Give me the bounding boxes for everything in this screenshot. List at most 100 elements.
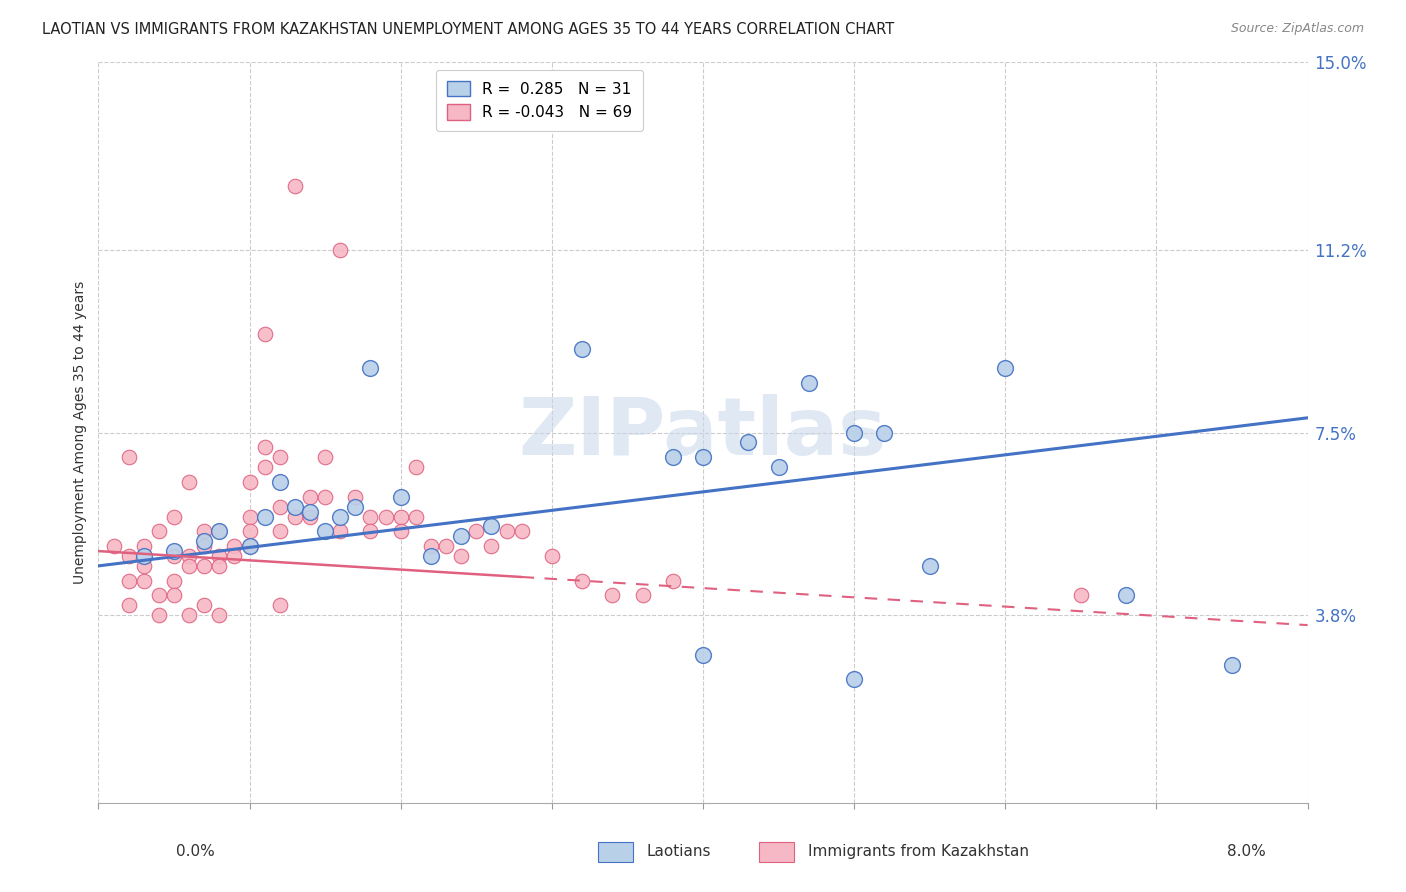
Point bbox=[163, 549, 186, 563]
Point bbox=[768, 460, 790, 475]
Point bbox=[239, 509, 262, 524]
Point bbox=[224, 539, 246, 553]
Point bbox=[148, 589, 170, 603]
Point bbox=[193, 524, 215, 539]
Point bbox=[314, 450, 336, 465]
Point bbox=[132, 574, 155, 588]
Text: 8.0%: 8.0% bbox=[1226, 845, 1265, 859]
Text: Laotians: Laotians bbox=[647, 845, 711, 859]
Point bbox=[571, 342, 593, 356]
Point bbox=[797, 376, 820, 391]
Point bbox=[481, 539, 503, 553]
Point bbox=[239, 539, 262, 553]
Point bbox=[132, 549, 155, 563]
Point bbox=[450, 529, 472, 543]
Point bbox=[208, 524, 231, 539]
Point bbox=[360, 361, 382, 376]
Point bbox=[495, 524, 517, 539]
Point bbox=[269, 450, 291, 465]
Point bbox=[193, 539, 215, 553]
Point bbox=[389, 509, 412, 524]
Point bbox=[163, 509, 186, 524]
Point bbox=[571, 574, 593, 588]
Point bbox=[360, 524, 382, 539]
Point bbox=[405, 460, 427, 475]
Point bbox=[269, 500, 291, 514]
Point bbox=[269, 599, 291, 613]
Point bbox=[179, 608, 201, 623]
Point bbox=[602, 589, 624, 603]
Point bbox=[269, 524, 291, 539]
Point bbox=[737, 435, 759, 450]
Point bbox=[692, 648, 714, 662]
Point bbox=[208, 608, 231, 623]
Point bbox=[314, 524, 336, 539]
Point bbox=[631, 589, 654, 603]
Point bbox=[420, 539, 443, 553]
Point bbox=[329, 509, 352, 524]
Point bbox=[284, 509, 307, 524]
Point bbox=[208, 549, 231, 563]
Point bbox=[1070, 589, 1092, 603]
Point bbox=[360, 509, 382, 524]
Point bbox=[224, 549, 246, 563]
Point bbox=[844, 673, 866, 687]
Point bbox=[239, 475, 262, 489]
Point bbox=[239, 524, 262, 539]
Point bbox=[344, 500, 367, 514]
Point bbox=[103, 539, 125, 553]
Point bbox=[994, 361, 1017, 376]
Point bbox=[208, 524, 231, 539]
Text: LAOTIAN VS IMMIGRANTS FROM KAZAKHSTAN UNEMPLOYMENT AMONG AGES 35 TO 44 YEARS COR: LAOTIAN VS IMMIGRANTS FROM KAZAKHSTAN UN… bbox=[42, 22, 894, 37]
Point bbox=[299, 505, 322, 519]
Point bbox=[208, 558, 231, 573]
Point bbox=[481, 519, 503, 533]
Point bbox=[374, 509, 396, 524]
Point bbox=[284, 178, 307, 193]
Point bbox=[299, 509, 322, 524]
Point bbox=[661, 450, 683, 465]
Point bbox=[253, 509, 276, 524]
Point bbox=[510, 524, 533, 539]
Text: ZIPatlas: ZIPatlas bbox=[519, 393, 887, 472]
Point bbox=[284, 500, 307, 514]
Legend: R =  0.285   N = 31, R = -0.043   N = 69: R = 0.285 N = 31, R = -0.043 N = 69 bbox=[436, 70, 643, 131]
Point bbox=[148, 524, 170, 539]
Point bbox=[132, 558, 155, 573]
Point bbox=[420, 549, 443, 563]
Point bbox=[329, 524, 352, 539]
Text: Source: ZipAtlas.com: Source: ZipAtlas.com bbox=[1230, 22, 1364, 36]
Point bbox=[1220, 657, 1243, 672]
Point bbox=[118, 549, 141, 563]
Point bbox=[405, 509, 427, 524]
Point bbox=[118, 574, 141, 588]
Point bbox=[1115, 589, 1137, 603]
Point bbox=[253, 460, 276, 475]
Point bbox=[163, 544, 186, 558]
Point bbox=[193, 558, 215, 573]
Point bbox=[239, 539, 262, 553]
Point bbox=[118, 450, 141, 465]
Point bbox=[918, 558, 941, 573]
Y-axis label: Unemployment Among Ages 35 to 44 years: Unemployment Among Ages 35 to 44 years bbox=[73, 281, 87, 584]
Text: Immigrants from Kazakhstan: Immigrants from Kazakhstan bbox=[808, 845, 1029, 859]
Point bbox=[450, 549, 472, 563]
Point bbox=[269, 475, 291, 489]
Point bbox=[329, 243, 352, 257]
Point bbox=[465, 524, 488, 539]
Point bbox=[179, 558, 201, 573]
Point bbox=[163, 574, 186, 588]
Point bbox=[389, 490, 412, 504]
Point bbox=[132, 539, 155, 553]
Point bbox=[253, 326, 276, 341]
Point bbox=[179, 549, 201, 563]
Point bbox=[389, 524, 412, 539]
Point bbox=[193, 534, 215, 549]
Point bbox=[661, 574, 683, 588]
Point bbox=[148, 608, 170, 623]
Point bbox=[179, 475, 201, 489]
Point bbox=[118, 599, 141, 613]
Point bbox=[692, 450, 714, 465]
Point bbox=[540, 549, 562, 563]
Point bbox=[873, 425, 896, 440]
